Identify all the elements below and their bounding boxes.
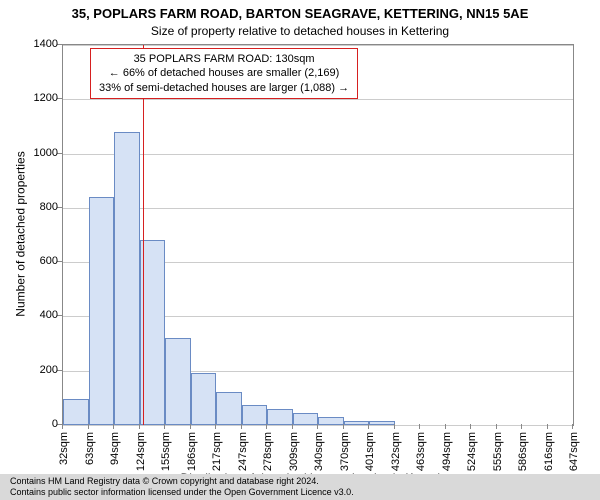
x-tick-label: 463sqm — [415, 432, 427, 482]
x-tick-label: 32sqm — [58, 432, 70, 482]
info-box-line: 33% of semi-detached houses are larger (… — [99, 81, 349, 95]
y-axis-label: Number of detached properties — [14, 151, 28, 316]
x-tick-label: 124sqm — [135, 432, 147, 482]
x-tick-label: 432sqm — [390, 432, 402, 482]
histogram-bar — [114, 132, 140, 425]
histogram-bar — [344, 421, 370, 425]
x-tick-label: 278sqm — [262, 432, 274, 482]
histogram-bar — [369, 421, 395, 425]
grid-line — [63, 99, 573, 100]
root-container: 35, POPLARS FARM ROAD, BARTON SEAGRAVE, … — [0, 0, 600, 500]
x-tick-mark — [368, 424, 369, 429]
grid-line — [63, 208, 573, 209]
x-tick-mark — [419, 424, 420, 429]
page-title-sub: Size of property relative to detached ho… — [0, 24, 600, 38]
histogram-bar — [165, 338, 191, 425]
x-tick-label: 217sqm — [211, 432, 223, 482]
x-tick-label: 63sqm — [84, 432, 96, 482]
x-tick-mark — [266, 424, 267, 429]
x-tick-mark — [113, 424, 114, 429]
histogram-bar — [63, 399, 89, 425]
x-tick-mark — [139, 424, 140, 429]
x-tick-mark — [215, 424, 216, 429]
histogram-bar — [191, 373, 217, 425]
attribution-line-2: Contains public sector information licen… — [10, 487, 600, 498]
x-tick-mark — [62, 424, 63, 429]
x-tick-mark — [317, 424, 318, 429]
histogram-bar — [267, 409, 293, 425]
x-tick-mark — [343, 424, 344, 429]
y-tick-label: 1200 — [18, 92, 58, 104]
histogram-bar — [293, 413, 319, 425]
histogram-bar — [89, 197, 115, 425]
x-tick-label: 340sqm — [313, 432, 325, 482]
x-tick-label: 647sqm — [568, 432, 580, 482]
attribution-line-1: Contains HM Land Registry data © Crown c… — [10, 476, 600, 487]
x-tick-mark — [572, 424, 573, 429]
x-tick-mark — [241, 424, 242, 429]
x-tick-mark — [496, 424, 497, 429]
x-tick-mark — [521, 424, 522, 429]
info-box-line: 35 POPLARS FARM ROAD: 130sqm — [99, 52, 349, 66]
page-title-main: 35, POPLARS FARM ROAD, BARTON SEAGRAVE, … — [0, 6, 600, 21]
x-tick-mark — [547, 424, 548, 429]
x-tick-label: 401sqm — [364, 432, 376, 482]
x-tick-label: 370sqm — [339, 432, 351, 482]
y-tick-label: 200 — [18, 364, 58, 376]
y-tick-label: 1400 — [18, 38, 58, 50]
x-tick-mark — [88, 424, 89, 429]
info-box: 35 POPLARS FARM ROAD: 130sqm← 66% of det… — [90, 48, 358, 99]
x-tick-mark — [470, 424, 471, 429]
y-tick-label: 800 — [18, 201, 58, 213]
x-tick-mark — [394, 424, 395, 429]
x-tick-label: 94sqm — [109, 432, 121, 482]
chart-plot-area — [62, 44, 574, 426]
x-tick-mark — [445, 424, 446, 429]
grid-line — [63, 425, 573, 426]
x-tick-label: 524sqm — [466, 432, 478, 482]
x-tick-mark — [164, 424, 165, 429]
y-tick-label: 600 — [18, 255, 58, 267]
x-tick-label: 309sqm — [288, 432, 300, 482]
x-tick-mark — [292, 424, 293, 429]
x-tick-label: 494sqm — [441, 432, 453, 482]
y-tick-label: 1000 — [18, 147, 58, 159]
grid-line — [63, 45, 573, 46]
x-tick-label: 586sqm — [517, 432, 529, 482]
y-tick-label: 0 — [18, 418, 58, 430]
x-tick-label: 616sqm — [543, 432, 555, 482]
reference-line — [143, 45, 144, 425]
histogram-bar — [216, 392, 242, 425]
x-tick-label: 555sqm — [492, 432, 504, 482]
histogram-bar — [242, 405, 268, 425]
x-tick-label: 247sqm — [237, 432, 249, 482]
x-tick-mark — [190, 424, 191, 429]
info-box-line: ← 66% of detached houses are smaller (2,… — [99, 66, 349, 80]
x-tick-label: 155sqm — [160, 432, 172, 482]
histogram-bar — [318, 417, 344, 425]
y-tick-label: 400 — [18, 309, 58, 321]
grid-line — [63, 154, 573, 155]
x-tick-label: 186sqm — [186, 432, 198, 482]
